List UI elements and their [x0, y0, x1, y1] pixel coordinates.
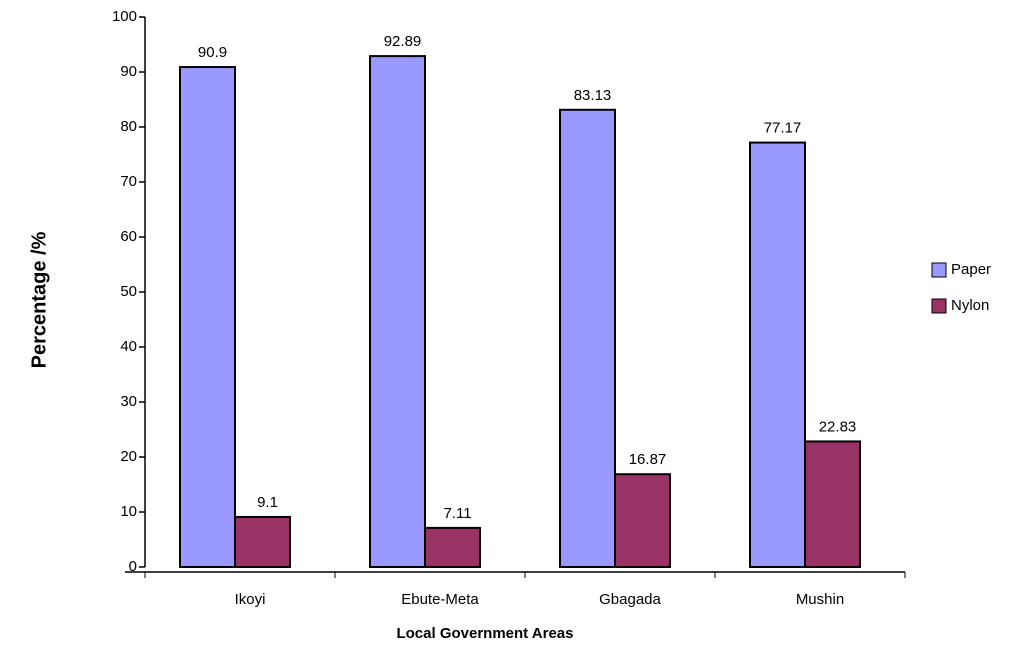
value-label: 16.87 — [629, 451, 667, 468]
y-axis-title: Percentage /% — [28, 231, 50, 368]
y-tick-label: 90 — [120, 63, 137, 80]
bar — [424, 526, 481, 569]
bar — [179, 66, 236, 569]
legend-swatch — [931, 298, 947, 314]
y-tick-label: 30 — [120, 393, 137, 410]
y-tick-label: 60 — [120, 228, 137, 245]
bar — [749, 141, 806, 568]
y-tick-label: 50 — [120, 283, 137, 300]
x-tick-label: Ikoyi — [235, 591, 266, 608]
bar — [234, 515, 291, 569]
legend-swatch — [931, 262, 947, 278]
value-label: 83.13 — [574, 87, 612, 104]
legend-label: Nylon — [951, 297, 989, 314]
x-tick-label: Gbagada — [599, 591, 661, 608]
y-tick-label: 70 — [120, 173, 137, 190]
bar — [369, 55, 426, 568]
value-label: 77.17 — [764, 120, 802, 137]
y-tick-label: 40 — [120, 338, 137, 355]
bar — [559, 108, 616, 568]
x-tick-label: Ebute-Meta — [401, 591, 479, 608]
y-tick-label: 80 — [120, 118, 137, 135]
legend-label: Paper — [951, 261, 991, 278]
y-tick-label: 0 — [129, 558, 137, 575]
y-tick-label: 10 — [120, 503, 137, 520]
value-label: 90.9 — [198, 44, 227, 61]
value-label: 92.89 — [384, 33, 422, 50]
y-tick-label: 100 — [112, 8, 137, 25]
value-label: 9.1 — [257, 494, 278, 511]
bar — [804, 440, 861, 568]
x-tick-label: Mushin — [796, 591, 844, 608]
x-axis-title: Local Government Areas — [396, 625, 573, 642]
bar — [614, 473, 671, 568]
y-tick-label: 20 — [120, 448, 137, 465]
value-label: 22.83 — [819, 418, 857, 435]
value-label: 7.11 — [443, 505, 471, 522]
